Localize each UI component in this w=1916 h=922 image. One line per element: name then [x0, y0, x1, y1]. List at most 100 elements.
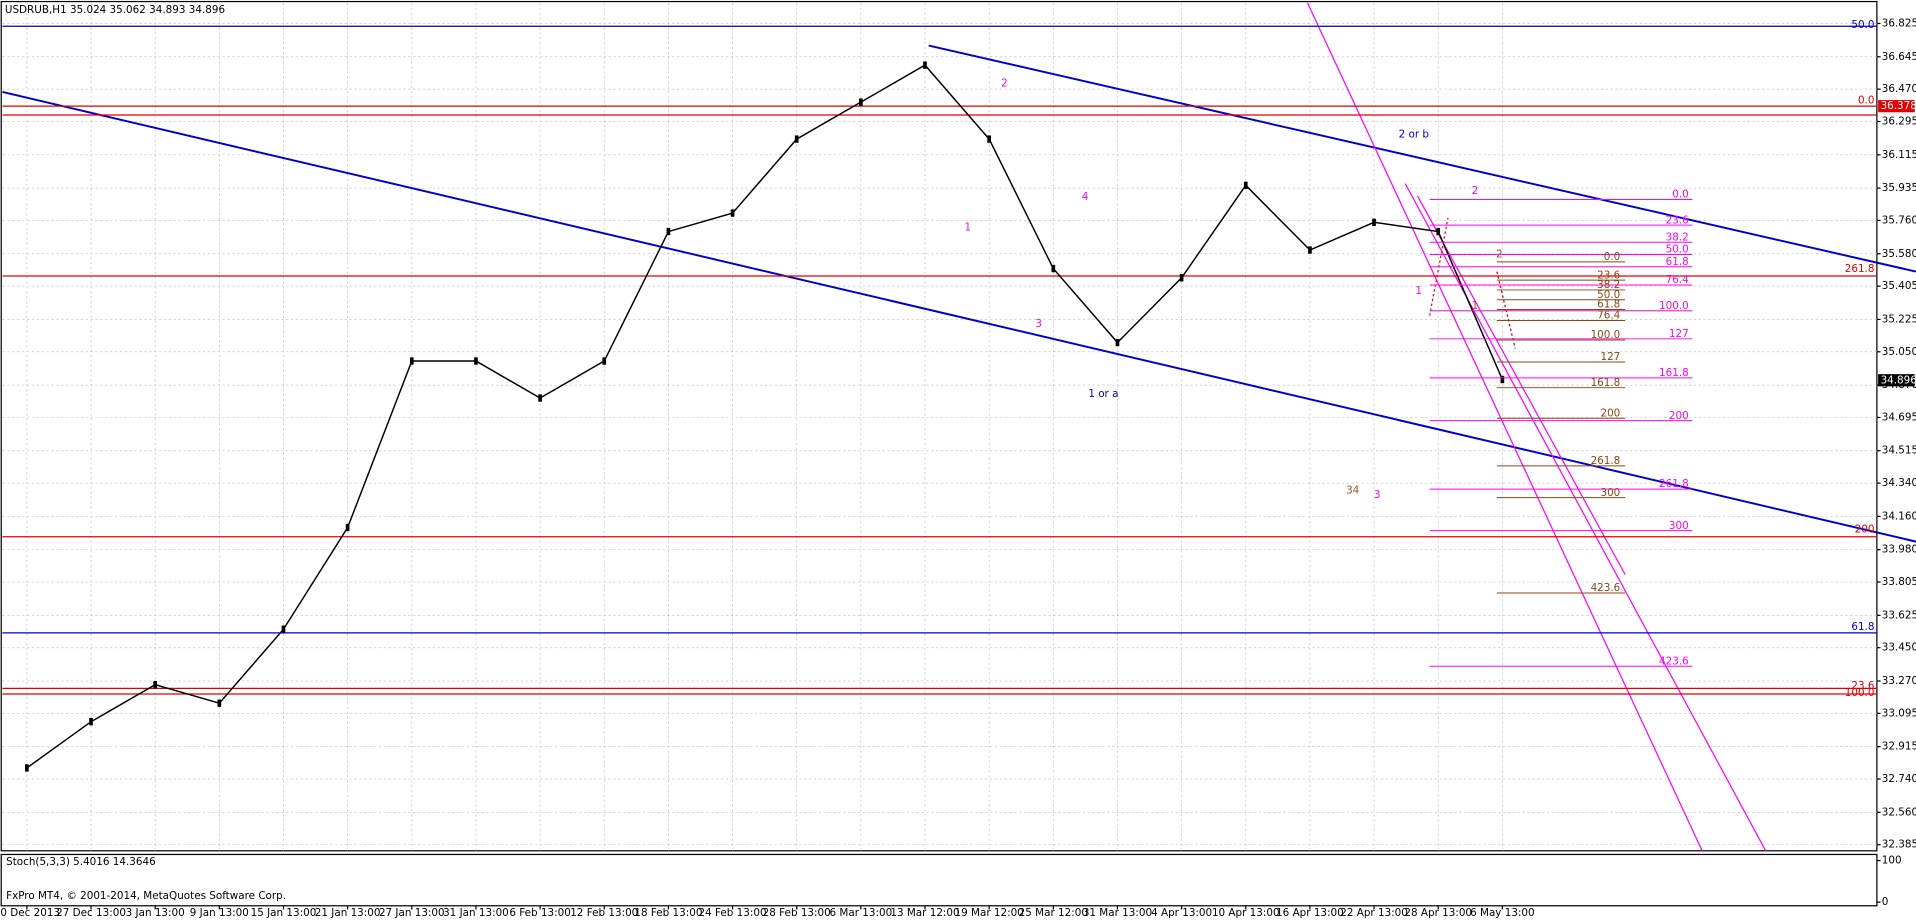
fib-label: 23.6 — [1666, 214, 1689, 226]
price-bar — [345, 523, 350, 532]
trend-line — [928, 44, 1916, 273]
channel-line — [1306, 2, 1703, 852]
fib-label: 38.2 — [1666, 231, 1689, 243]
wave-label: 4 — [1082, 191, 1089, 203]
x-tick-label: 31 Jan 13:00 — [443, 907, 509, 919]
price-line — [26, 64, 1504, 769]
y-tick-label: 36.645 — [1882, 51, 1916, 63]
x-tick-label: 27 Dec 13:00 — [56, 907, 126, 919]
price-bar — [1243, 181, 1248, 189]
edge-label: 200 — [1855, 523, 1875, 535]
fib-label: 100.0 — [1591, 329, 1621, 341]
fib-label: 161.8 — [1659, 367, 1689, 379]
fib-label: 50.0 — [1666, 244, 1689, 256]
price-bar — [1436, 227, 1441, 236]
price-bar — [666, 227, 671, 236]
price-bar — [1308, 246, 1312, 254]
fib-label: 261.8 — [1659, 478, 1689, 490]
x-tick-label: 9 Jan 13:00 — [190, 907, 249, 919]
subwindow-title: Stoch(5,3,3) 5.4016 14.3646 — [6, 856, 156, 868]
fib-label: 423.6 — [1659, 655, 1689, 667]
y-tick-label: 36.825 — [1882, 17, 1916, 29]
sub-tick-label: 100 — [1882, 855, 1902, 867]
price-bar — [1179, 274, 1184, 282]
price-bar — [923, 61, 927, 69]
x-tick-label: 10 Apr 13:00 — [1212, 907, 1280, 919]
x-tick-label: 3 Jan 13:00 — [126, 907, 185, 919]
footer: FxPro MT4, © 2001-2014, MetaQuotes Softw… — [6, 890, 286, 902]
wave-label: 3 — [1374, 489, 1381, 501]
wave-label: 1 or a — [1088, 388, 1118, 400]
x-tick-label: 19 Mar 12:00 — [955, 907, 1024, 919]
fib-label: 76.4 — [1666, 274, 1689, 286]
fib-label: 38.2 — [1597, 279, 1620, 291]
fib-label: 127 — [1600, 351, 1620, 363]
price-bar — [474, 357, 478, 365]
fib-label: 300 — [1600, 487, 1620, 499]
fib-label: 0.0 — [1672, 189, 1689, 201]
price-bar — [89, 718, 93, 726]
chart-title: USDRUB,H1 35.024 35.062 34.893 34.896 — [5, 4, 225, 16]
y-tick-label: 34.160 — [1882, 510, 1916, 522]
y-tick-label: 35.405 — [1882, 280, 1916, 292]
x-tick-label: 25 Mar 12:00 — [1019, 907, 1088, 919]
edge-label: 261.8 — [1845, 263, 1875, 275]
y-tick-label: 36.470 — [1882, 83, 1916, 95]
wave-label: 2 or b — [1399, 129, 1430, 141]
wave-label: 2 — [1001, 77, 1008, 89]
y-tick-label: 34.340 — [1882, 477, 1916, 489]
price-bar — [1500, 375, 1505, 384]
fib-label: 200 — [1600, 407, 1620, 419]
y-tick-label: 32.560 — [1882, 806, 1916, 818]
fib-label: 0.0 — [1604, 251, 1621, 263]
price-tag — [1878, 100, 1915, 113]
price-bar — [217, 699, 222, 707]
price-bar — [409, 357, 414, 365]
fib-label: 61.8 — [1666, 256, 1689, 268]
price-bar — [987, 135, 991, 143]
y-tick-label: 35.050 — [1882, 346, 1916, 358]
sub-tick-label: 0 — [1882, 896, 1889, 908]
x-tick-label: 6 May 13:00 — [1470, 907, 1535, 919]
x-tick-label: 21 Jan 13:00 — [315, 907, 381, 919]
price-bar — [1051, 264, 1056, 273]
y-tick-label: 35.760 — [1882, 214, 1916, 226]
price-bar — [1372, 218, 1376, 226]
y-tick-label: 34.695 — [1882, 411, 1916, 423]
y-tick-label: 33.270 — [1882, 675, 1916, 687]
edge-label: 100.0 — [1845, 687, 1875, 699]
edge-label: 61.8 — [1851, 621, 1874, 633]
x-tick-label: 22 Apr 13:00 — [1340, 907, 1408, 919]
x-tick-label: 28 Apr 13:00 — [1404, 907, 1472, 919]
price-bar — [281, 625, 286, 633]
edge-label: 23.6 — [1851, 680, 1874, 692]
price-bar — [794, 135, 799, 143]
fib-label: 261.8 — [1591, 455, 1621, 467]
y-tick-label: 33.095 — [1882, 707, 1916, 719]
price-tag — [1878, 374, 1915, 387]
x-tick-label: 12 Feb 13:00 — [570, 907, 638, 919]
price-bar — [730, 209, 735, 217]
y-tick-label: 33.805 — [1882, 576, 1916, 588]
y-tick-label: 36.295 — [1882, 116, 1916, 128]
y-tick-label: 35.225 — [1882, 313, 1916, 325]
wave-label: 34 — [1346, 484, 1360, 496]
price-bar — [25, 764, 29, 772]
price-tag-label: 34.896 — [1881, 374, 1916, 386]
x-tick-label: 24 Feb 13:00 — [699, 907, 767, 919]
x-tick-label: 28 Feb 13:00 — [763, 907, 831, 919]
price-bar — [859, 98, 863, 106]
wave-label: 3 — [1035, 318, 1042, 330]
fib-label: 423.6 — [1591, 582, 1621, 594]
wave-label: 1 — [1472, 300, 1479, 312]
x-tick-label: 15 Jan 13:00 — [251, 907, 317, 919]
plot-frame — [0, 0, 1878, 852]
marks — [2, 25, 1915, 772]
fib-label: 161.8 — [1591, 377, 1621, 389]
price-bar — [538, 394, 542, 402]
edge-label: 50.0 — [1851, 19, 1874, 31]
channel-line — [1416, 195, 1626, 575]
fib-label: 127 — [1669, 328, 1689, 340]
y-tick-label: 36.115 — [1882, 149, 1916, 161]
